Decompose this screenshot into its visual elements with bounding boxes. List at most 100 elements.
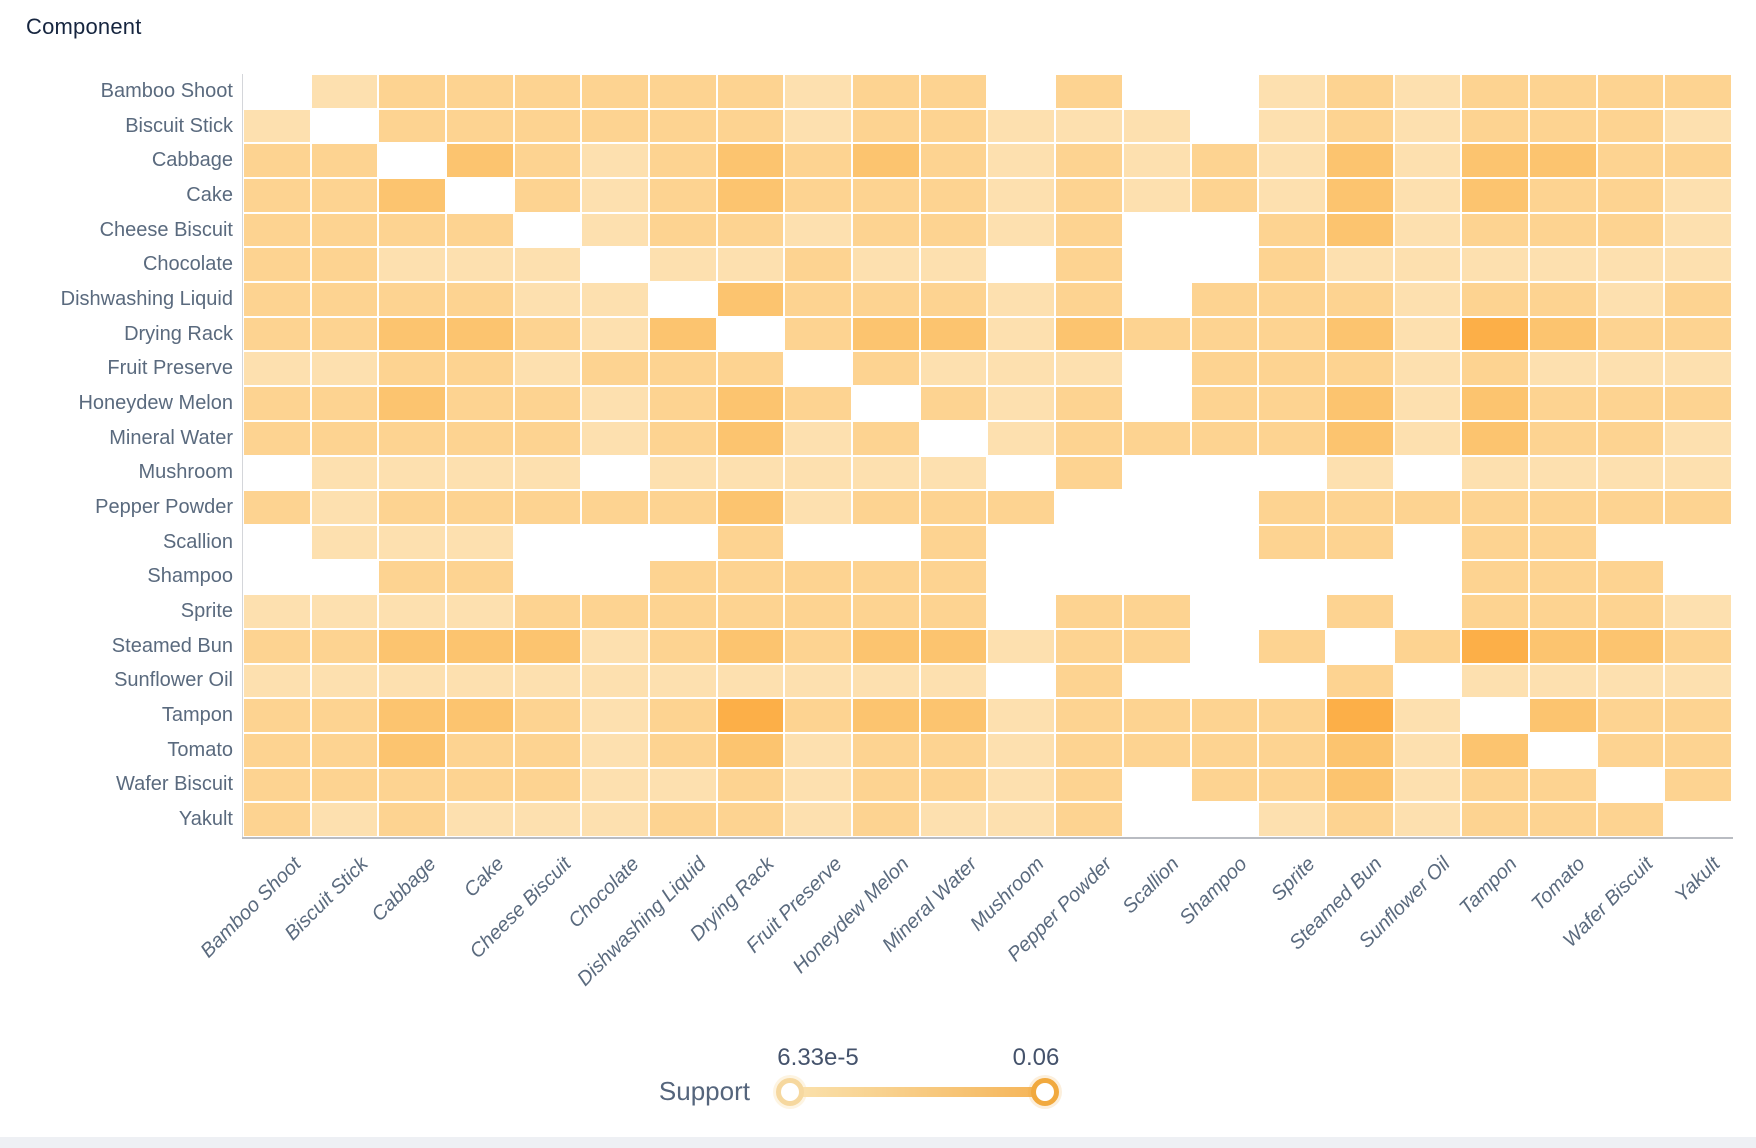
heatmap-cell[interactable]	[785, 387, 852, 420]
heatmap-cell[interactable]	[1597, 629, 1664, 663]
heatmap-cell[interactable]	[1056, 629, 1122, 663]
heatmap-cell[interactable]	[1597, 664, 1664, 698]
heatmap-cell[interactable]	[582, 75, 649, 108]
heatmap-cell[interactable]	[1259, 803, 1325, 836]
heatmap-cell[interactable]	[244, 109, 310, 143]
heatmap-cell[interactable]	[920, 525, 987, 559]
heatmap-cell[interactable]	[379, 248, 446, 282]
heatmap-cell[interactable]	[988, 699, 1055, 732]
heatmap-cell[interactable]	[650, 352, 716, 386]
heatmap-cell[interactable]	[1123, 109, 1190, 143]
heatmap-cell[interactable]	[785, 629, 852, 663]
heatmap-cell[interactable]	[447, 456, 513, 490]
heatmap-cell[interactable]	[1462, 803, 1528, 836]
heatmap-cell[interactable]	[1462, 733, 1528, 767]
heatmap-cell[interactable]	[1462, 595, 1528, 628]
heatmap-cell[interactable]	[717, 75, 784, 108]
heatmap-cell[interactable]	[244, 317, 310, 351]
heatmap-cell[interactable]	[1597, 803, 1664, 836]
heatmap-cell[interactable]	[582, 629, 649, 663]
heatmap-cell[interactable]	[988, 283, 1055, 316]
heatmap-cell[interactable]	[1665, 456, 1731, 490]
heatmap-cell[interactable]	[244, 179, 310, 212]
heatmap-cell[interactable]	[853, 144, 919, 178]
heatmap-cell[interactable]	[1462, 560, 1528, 594]
heatmap-cell[interactable]	[447, 421, 513, 455]
heatmap-cell[interactable]	[311, 699, 378, 732]
heatmap-cell[interactable]	[1326, 803, 1393, 836]
heatmap-cell[interactable]	[1191, 733, 1258, 767]
heatmap-cell[interactable]	[1665, 768, 1731, 802]
heatmap-cell[interactable]	[717, 421, 784, 455]
heatmap-cell[interactable]	[447, 491, 513, 524]
heatmap-cell[interactable]	[1259, 179, 1325, 212]
heatmap-cell[interactable]	[650, 456, 716, 490]
heatmap-cell[interactable]	[717, 699, 784, 732]
heatmap-cell[interactable]	[582, 699, 649, 732]
heatmap-cell[interactable]	[1394, 352, 1461, 386]
heatmap-cell[interactable]	[447, 595, 513, 628]
heatmap-cell[interactable]	[785, 421, 852, 455]
heatmap-cell[interactable]	[1056, 768, 1122, 802]
heatmap-cell[interactable]	[1529, 387, 1596, 420]
heatmap-cell[interactable]	[1394, 109, 1461, 143]
heatmap-cell[interactable]	[514, 491, 581, 524]
heatmap-cell[interactable]	[447, 768, 513, 802]
heatmap-cell[interactable]	[988, 491, 1055, 524]
heatmap-cell[interactable]	[785, 248, 852, 282]
heatmap-cell[interactable]	[1259, 768, 1325, 802]
heatmap-cell[interactable]	[379, 283, 446, 316]
heatmap-cell[interactable]	[1394, 733, 1461, 767]
heatmap-cell[interactable]	[1394, 75, 1461, 108]
heatmap-cell[interactable]	[311, 352, 378, 386]
heatmap-cell[interactable]	[853, 352, 919, 386]
heatmap-cell[interactable]	[717, 491, 784, 524]
heatmap-cell[interactable]	[1056, 387, 1122, 420]
heatmap-cell[interactable]	[311, 803, 378, 836]
support-slider-handle-min[interactable]	[776, 1078, 804, 1106]
heatmap-cell[interactable]	[1326, 664, 1393, 698]
heatmap-cell[interactable]	[1462, 144, 1528, 178]
heatmap-cell[interactable]	[1462, 248, 1528, 282]
heatmap-cell[interactable]	[785, 317, 852, 351]
heatmap-cell[interactable]	[1056, 456, 1122, 490]
heatmap-cell[interactable]	[1597, 109, 1664, 143]
heatmap-cell[interactable]	[379, 629, 446, 663]
heatmap-cell[interactable]	[379, 491, 446, 524]
heatmap-cell[interactable]	[1394, 629, 1461, 663]
heatmap-cell[interactable]	[717, 733, 784, 767]
heatmap-cell[interactable]	[1597, 283, 1664, 316]
heatmap-cell[interactable]	[988, 109, 1055, 143]
heatmap-cell[interactable]	[379, 664, 446, 698]
heatmap-cell[interactable]	[514, 283, 581, 316]
heatmap-cell[interactable]	[1462, 456, 1528, 490]
heatmap-cell[interactable]	[1326, 75, 1393, 108]
heatmap-cell[interactable]	[853, 629, 919, 663]
heatmap-cell[interactable]	[1597, 352, 1664, 386]
heatmap-cell[interactable]	[717, 595, 784, 628]
heatmap-cell[interactable]	[1665, 179, 1731, 212]
heatmap-cell[interactable]	[1056, 595, 1122, 628]
heatmap-cell[interactable]	[717, 629, 784, 663]
heatmap-cell[interactable]	[1056, 179, 1122, 212]
heatmap-cell[interactable]	[650, 387, 716, 420]
heatmap-cell[interactable]	[379, 352, 446, 386]
heatmap-cell[interactable]	[1326, 179, 1393, 212]
heatmap-cell[interactable]	[311, 179, 378, 212]
heatmap-cell[interactable]	[988, 421, 1055, 455]
heatmap-cell[interactable]	[920, 699, 987, 732]
heatmap-cell[interactable]	[785, 283, 852, 316]
heatmap-cell[interactable]	[1394, 248, 1461, 282]
heatmap-cell[interactable]	[1597, 421, 1664, 455]
heatmap-cell[interactable]	[1056, 283, 1122, 316]
bottom-scrollbar-track[interactable]	[0, 1137, 1756, 1148]
heatmap-cell[interactable]	[853, 109, 919, 143]
heatmap-cell[interactable]	[582, 317, 649, 351]
heatmap-cell[interactable]	[785, 595, 852, 628]
heatmap-cell[interactable]	[650, 664, 716, 698]
heatmap-cell[interactable]	[447, 144, 513, 178]
heatmap-cell[interactable]	[988, 213, 1055, 247]
heatmap-cell[interactable]	[1665, 491, 1731, 524]
heatmap-cell[interactable]	[244, 733, 310, 767]
heatmap-cell[interactable]	[920, 491, 987, 524]
